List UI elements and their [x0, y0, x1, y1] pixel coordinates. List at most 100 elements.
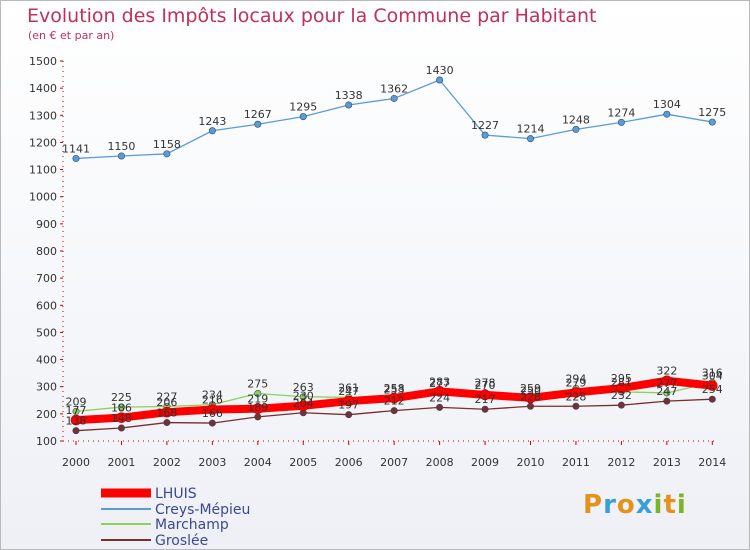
data-label-marchamp: 277	[656, 377, 677, 390]
data-label-grosl-e: 232	[611, 389, 632, 402]
data-point-lhuis	[570, 387, 582, 398]
data-label-grosl-e: 247	[656, 385, 677, 398]
data-label-lhuis: 270	[475, 379, 496, 392]
data-label-grosl-e: 224	[429, 391, 450, 404]
data-point-grosl-e	[208, 419, 216, 427]
data-label-grosl-e: 148	[111, 412, 132, 425]
data-point-marchamp	[117, 403, 125, 411]
logo-letter: i	[676, 490, 687, 520]
data-label-creys-m-pieu: 1227	[471, 119, 499, 132]
data-label-marchamp: 294	[565, 372, 586, 385]
proxiti-logo: Proxiti	[583, 490, 687, 520]
y-tick-label: 1300	[29, 109, 57, 122]
x-tick-label: 2002	[153, 456, 181, 469]
logo-letter: r	[603, 490, 617, 520]
x-tick-label: 2006	[335, 456, 363, 469]
data-label-lhuis: 295	[611, 372, 632, 385]
data-point-lhuis	[388, 392, 400, 404]
x-tick-label: 2001	[107, 456, 135, 469]
logo-letter: t	[663, 490, 677, 520]
data-point-lhuis	[706, 380, 718, 391]
chart-series	[70, 76, 718, 435]
data-label-grosl-e: 189	[247, 401, 268, 414]
y-tick-label: 300	[36, 381, 57, 394]
data-point-creys-m-pieu	[617, 118, 625, 126]
data-point-lhuis	[161, 406, 173, 418]
data-label-marchamp: 261	[338, 381, 359, 394]
data-point-lhuis	[434, 386, 445, 397]
data-point-grosl-e	[163, 419, 171, 427]
data-label-grosl-e: 212	[384, 395, 405, 408]
data-point-grosl-e	[481, 405, 489, 413]
data-point-lhuis	[252, 403, 264, 415]
data-label-creys-m-pieu: 1304	[653, 98, 681, 111]
x-tick-label: 2008	[426, 456, 454, 469]
data-point-marchamp	[663, 389, 671, 397]
data-point-creys-m-pieu	[481, 131, 489, 139]
data-point-lhuis	[525, 392, 536, 404]
data-point-grosl-e	[390, 407, 398, 415]
data-label-creys-m-pieu: 1248	[562, 113, 590, 126]
data-point-creys-m-pieu	[72, 154, 80, 162]
data-label-lhuis: 247	[338, 385, 359, 398]
data-label-creys-m-pieu: 1430	[426, 64, 454, 77]
x-tick-label: 2013	[653, 456, 681, 469]
legend-label-grosl-e: Groslée	[155, 533, 208, 549]
data-label-marchamp: 234	[202, 389, 223, 402]
data-label-lhuis: 230	[293, 390, 314, 403]
data-point-creys-m-pieu	[390, 94, 398, 102]
legend-label-creys-m-pieu: Creys-Mépieu	[155, 502, 250, 518]
data-point-grosl-e	[526, 402, 534, 410]
logo-letter: x	[635, 490, 654, 520]
data-label-creys-m-pieu: 1275	[698, 106, 726, 119]
data-point-creys-m-pieu	[708, 118, 716, 126]
x-tick-label: 2011	[562, 456, 590, 469]
data-label-creys-m-pieu: 1141	[62, 142, 90, 155]
x-tick-label: 2010	[517, 456, 545, 469]
y-tick-label: 1100	[29, 164, 57, 177]
data-label-lhuis: 259	[520, 382, 541, 395]
data-label-lhuis: 177	[66, 404, 87, 417]
data-label-grosl-e: 228	[565, 390, 586, 403]
data-label-grosl-e: 228	[520, 390, 541, 403]
data-point-creys-m-pieu	[345, 101, 353, 109]
y-tick-label: 1400	[29, 82, 57, 95]
data-point-creys-m-pieu	[208, 127, 216, 135]
data-label-grosl-e: 138	[66, 415, 87, 428]
data-label-creys-m-pieu: 1158	[153, 138, 181, 151]
data-label-marchamp: 281	[611, 376, 632, 389]
data-label-grosl-e: 166	[202, 407, 223, 420]
data-label-marchamp: 278	[475, 377, 496, 390]
data-point-lhuis	[661, 375, 673, 387]
y-tick-label: 900	[36, 218, 57, 231]
data-point-lhuis	[70, 414, 82, 426]
data-point-grosl-e	[708, 395, 716, 403]
x-tick-label: 2005	[289, 456, 317, 469]
y-tick-label: 200	[36, 408, 57, 421]
data-label-creys-m-pieu: 1150	[107, 140, 135, 153]
x-tick-label: 2007	[380, 456, 408, 469]
data-label-lhuis: 206	[156, 396, 177, 409]
data-point-lhuis	[116, 412, 127, 423]
chart-subtitle: (en € et par an)	[28, 29, 115, 42]
data-point-creys-m-pieu	[526, 135, 534, 143]
x-tick-label: 2003	[198, 456, 226, 469]
data-point-marchamp	[299, 393, 307, 401]
data-label-lhuis: 283	[429, 375, 450, 388]
data-point-lhuis	[297, 400, 309, 412]
y-tick-label: 800	[36, 245, 57, 258]
data-label-marchamp: 250	[520, 384, 541, 397]
data-point-grosl-e	[436, 403, 444, 411]
data-point-creys-m-pieu	[436, 76, 444, 84]
data-label-lhuis: 219	[247, 393, 268, 406]
data-label-marchamp: 263	[293, 381, 314, 394]
y-tick-label: 500	[36, 326, 57, 339]
data-label-creys-m-pieu: 1295	[289, 101, 317, 114]
data-label-creys-m-pieu: 1338	[335, 89, 363, 102]
data-label-creys-m-pieu: 1243	[198, 115, 226, 128]
data-label-lhuis: 258	[384, 382, 405, 395]
data-label-grosl-e: 204	[293, 397, 314, 410]
data-point-grosl-e	[345, 411, 353, 419]
